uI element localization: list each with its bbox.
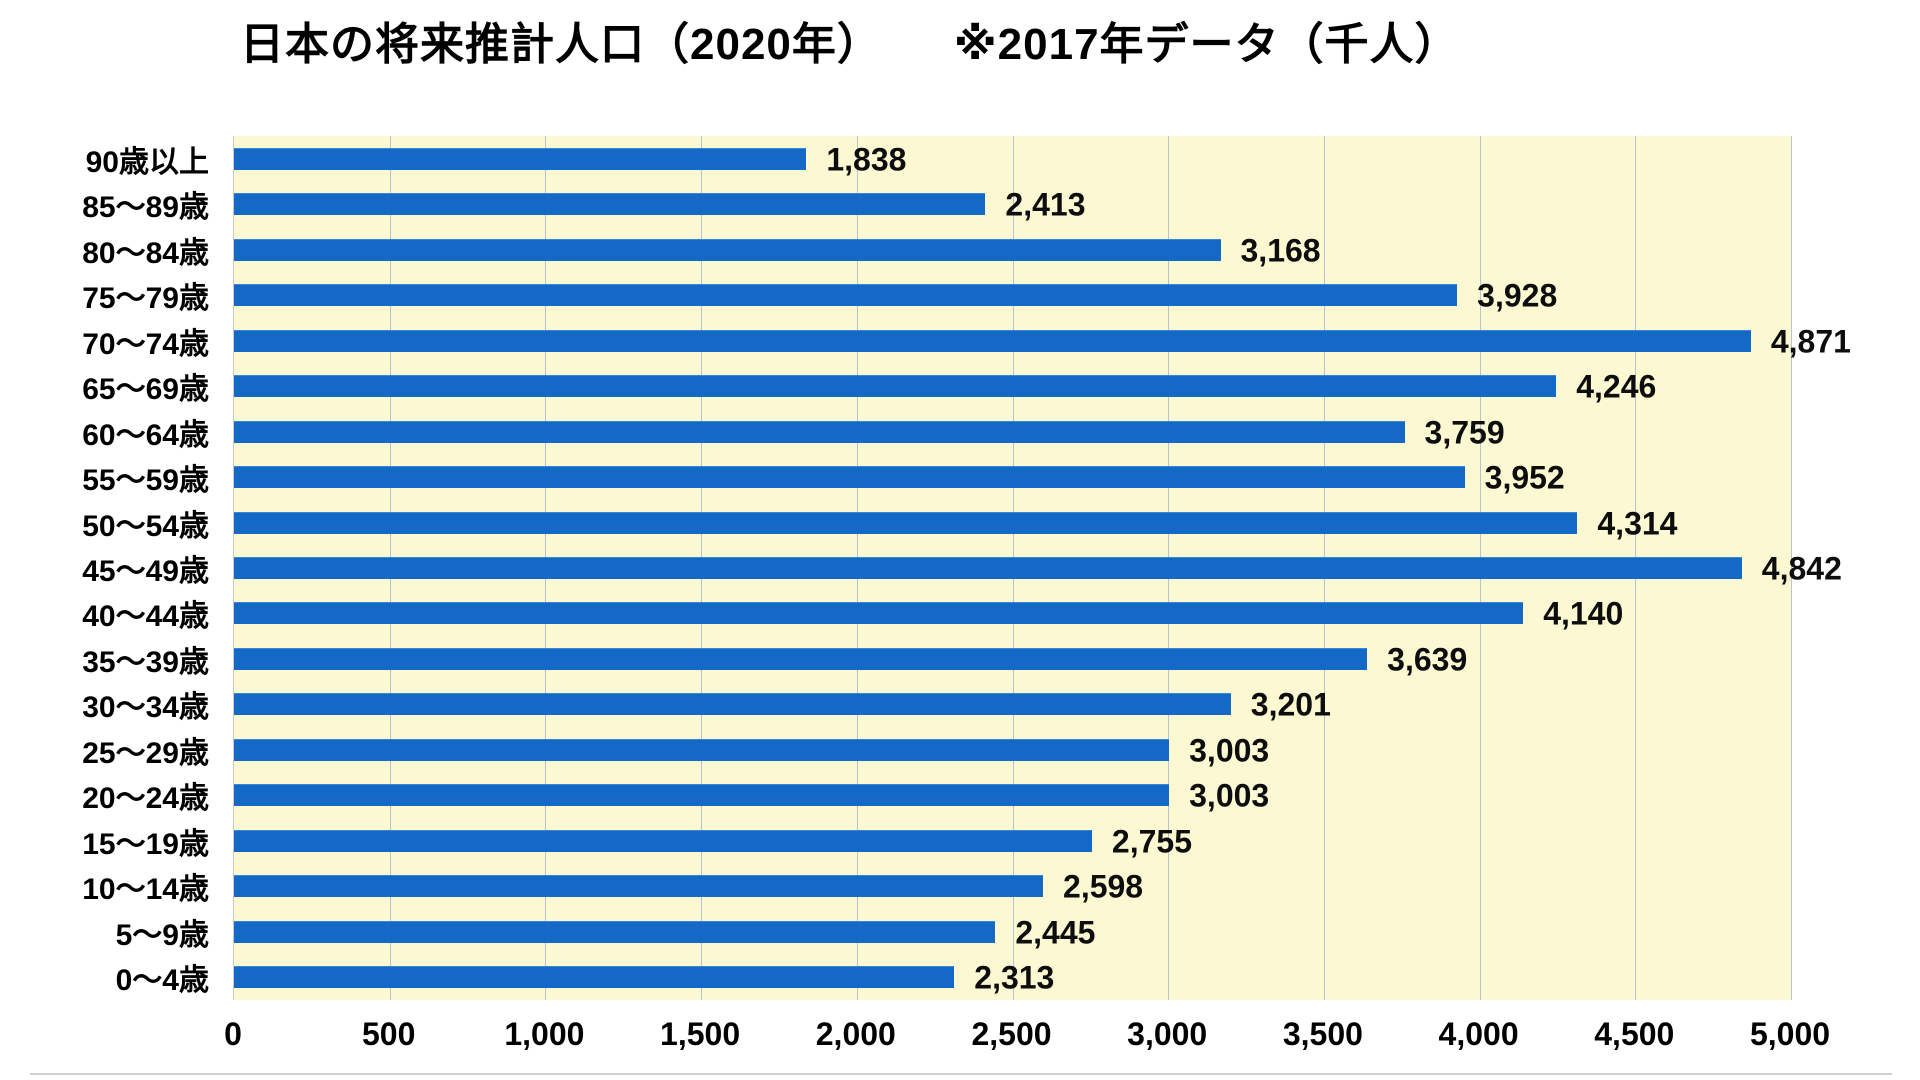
bar-80〜84歳 bbox=[234, 238, 1221, 261]
x-axis-tick-0: 0 bbox=[224, 1016, 242, 1052]
bar-value-label: 3,759 bbox=[1424, 414, 1505, 451]
bar-row: 3,201 bbox=[234, 682, 1791, 727]
bar-row: 2,445 bbox=[234, 909, 1791, 954]
y-axis-label-80〜84歳: 80〜84歳 bbox=[82, 236, 209, 270]
y-axis-label-0〜4歳: 0〜4歳 bbox=[115, 964, 209, 998]
bar-35〜39歳 bbox=[234, 647, 1368, 670]
bar-45〜49歳 bbox=[234, 556, 1742, 579]
bar-row: 3,928 bbox=[234, 272, 1791, 317]
bar-row: 3,168 bbox=[234, 227, 1791, 272]
bar-70〜74歳 bbox=[234, 329, 1751, 352]
bar-value-label: 4,314 bbox=[1597, 505, 1678, 542]
y-axis-label-55〜59歳: 55〜59歳 bbox=[82, 464, 209, 498]
chart-title-note: ※2017年データ（千人） bbox=[953, 20, 1460, 69]
x-axis-tick-1500: 1,500 bbox=[660, 1016, 741, 1052]
x-axis-tick-3000: 3,000 bbox=[1127, 1016, 1208, 1052]
bar-row: 4,842 bbox=[234, 545, 1842, 590]
gridline-x-5000 bbox=[1791, 136, 1792, 1000]
y-axis-label-65〜69歳: 65〜69歳 bbox=[82, 373, 209, 407]
bar-value-label: 4,871 bbox=[1770, 323, 1851, 360]
bar-20〜24歳 bbox=[234, 784, 1170, 807]
bar-10〜14歳 bbox=[234, 875, 1044, 898]
bar-value-label: 2,598 bbox=[1063, 868, 1144, 905]
bar-60〜64歳 bbox=[234, 420, 1405, 443]
x-axis-tick-1000: 1,000 bbox=[504, 1016, 585, 1052]
bar-90歳以上 bbox=[234, 147, 807, 170]
y-axis-label-5〜9歳: 5〜9歳 bbox=[115, 918, 209, 952]
bar-value-label: 3,168 bbox=[1240, 232, 1321, 269]
bar-55〜59歳 bbox=[234, 466, 1465, 489]
bar-value-label: 3,003 bbox=[1189, 777, 1270, 814]
bar-value-label: 3,639 bbox=[1387, 641, 1468, 678]
bar-row: 4,246 bbox=[234, 363, 1791, 408]
y-axis-label-70〜74歳: 70〜74歳 bbox=[82, 327, 209, 361]
bar-75〜79歳 bbox=[234, 284, 1458, 307]
chart-title: 日本の将来推計人口（2020年） ※2017年データ（千人） bbox=[240, 8, 1460, 72]
y-axis-label-45〜49歳: 45〜49歳 bbox=[82, 554, 209, 588]
y-axis-label-85〜89歳: 85〜89歳 bbox=[82, 191, 209, 225]
x-axis-tick-4500: 4,500 bbox=[1594, 1016, 1675, 1052]
bar-row: 4,314 bbox=[234, 500, 1791, 545]
bar-50〜54歳 bbox=[234, 511, 1578, 534]
x-axis-labels: 0 500 1,000 1,500 2,000 2,500 3,000 3,500 4,000 4… bbox=[224, 1016, 1830, 1066]
bar-0〜4歳 bbox=[234, 966, 955, 989]
bar-row: 2,313 bbox=[234, 955, 1791, 1000]
bar-25〜29歳 bbox=[234, 738, 1170, 761]
y-axis-label-50〜54歳: 50〜54歳 bbox=[82, 509, 209, 543]
bar-value-label: 3,928 bbox=[1477, 277, 1558, 314]
bar-40〜44歳 bbox=[234, 602, 1524, 625]
bar-row: 4,140 bbox=[234, 591, 1791, 636]
y-axis-label-35〜39歳: 35〜39歳 bbox=[82, 645, 209, 679]
bar-row: 3,639 bbox=[234, 636, 1791, 681]
y-axis-labels: 90歳以上 85〜89歳 80〜84歳 75〜79歳 70〜74歳 65〜69歳 60〜64… bbox=[0, 136, 221, 1000]
bar-row: 2,413 bbox=[234, 181, 1791, 226]
y-axis-label-75〜79歳: 75〜79歳 bbox=[82, 282, 209, 316]
bar-row: 3,759 bbox=[234, 409, 1791, 454]
bar-value-label: 4,140 bbox=[1543, 595, 1624, 632]
bottom-divider bbox=[30, 1073, 1892, 1075]
x-axis-tick-2500: 2,500 bbox=[971, 1016, 1052, 1052]
chart-title-main: 日本の将来推計人口（2020年） bbox=[240, 20, 882, 69]
bar-value-label: 2,413 bbox=[1005, 186, 1086, 223]
x-axis-tick-500: 500 bbox=[361, 1016, 416, 1052]
y-axis-label-25〜29歳: 25〜29歳 bbox=[82, 736, 209, 770]
bar-65〜69歳 bbox=[234, 375, 1557, 398]
x-axis-tick-3500: 3,500 bbox=[1282, 1016, 1363, 1052]
bar-value-label: 1,838 bbox=[826, 141, 907, 178]
bar-value-label: 3,003 bbox=[1189, 732, 1270, 769]
bar-row: 3,003 bbox=[234, 773, 1791, 818]
bar-row: 1,838 bbox=[234, 136, 1791, 181]
bar-value-label: 3,952 bbox=[1484, 459, 1565, 496]
bar-30〜34歳 bbox=[234, 693, 1231, 716]
bar-5〜9歳 bbox=[234, 920, 996, 943]
bar-value-label: 3,201 bbox=[1250, 686, 1331, 723]
y-axis-label-20〜24歳: 20〜24歳 bbox=[82, 782, 209, 816]
bar-row: 2,755 bbox=[234, 818, 1791, 863]
y-axis-label-10〜14歳: 10〜14歳 bbox=[82, 873, 209, 907]
bar-15〜19歳 bbox=[234, 829, 1092, 852]
bar-value-label: 2,445 bbox=[1015, 914, 1096, 951]
y-axis-label-40〜44歳: 40〜44歳 bbox=[82, 600, 209, 634]
bar-value-label: 2,313 bbox=[974, 959, 1055, 996]
bar-value-label: 4,246 bbox=[1576, 368, 1657, 405]
y-axis-label-15〜19歳: 15〜19歳 bbox=[82, 827, 209, 861]
y-axis-label-30〜34歳: 30〜34歳 bbox=[82, 691, 209, 725]
x-axis-tick-5000: 5,000 bbox=[1749, 1016, 1831, 1052]
bar-value-label: 2,755 bbox=[1111, 823, 1192, 860]
bar-value-label: 4,842 bbox=[1761, 550, 1842, 587]
x-axis-tick-4000: 4,000 bbox=[1438, 1016, 1519, 1052]
bar-row: 3,952 bbox=[234, 454, 1791, 499]
plot-area: 1,838 2,413 3,168 3,928 4,871 4,246 3,759 3,952… bbox=[233, 136, 1851, 1000]
x-axis-tick-2000: 2,000 bbox=[815, 1016, 896, 1052]
bar-row: 3,003 bbox=[234, 727, 1791, 772]
y-axis-label-90歳以上: 90歳以上 bbox=[85, 145, 209, 179]
bar-row: 4,871 bbox=[234, 318, 1851, 363]
y-axis-label-60〜64歳: 60〜64歳 bbox=[82, 418, 209, 452]
bar-85〜89歳 bbox=[234, 193, 986, 216]
bar-row: 2,598 bbox=[234, 864, 1791, 909]
